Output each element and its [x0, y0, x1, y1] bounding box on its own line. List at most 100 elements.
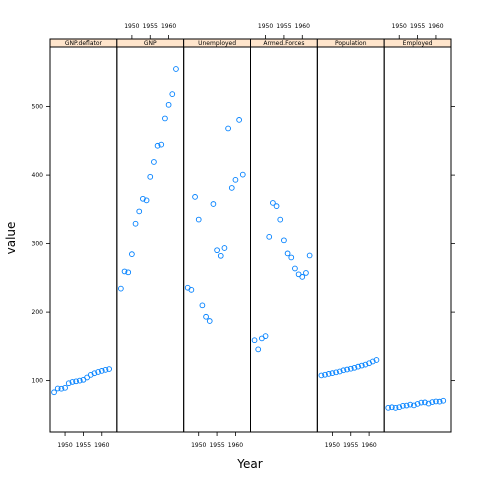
data-point	[125, 269, 132, 276]
data-point	[281, 237, 287, 244]
data-point	[69, 379, 76, 385]
data-point	[318, 372, 325, 379]
data-point	[436, 398, 443, 405]
x-tick-label: 1950	[57, 442, 72, 449]
data-point	[121, 268, 128, 275]
panel-gnp: GNP 1950 1955 1960	[116, 23, 185, 433]
data-point	[158, 141, 165, 148]
data-point	[306, 252, 313, 259]
data-point	[299, 274, 306, 280]
y-tick-label: 300	[32, 241, 44, 248]
strip-label: Armed.Forces	[263, 40, 304, 47]
data-point	[76, 377, 83, 384]
data-point	[62, 384, 68, 391]
panel-unemployed: Unemployed 1950 1955 1960	[183, 38, 252, 449]
data-point	[140, 195, 146, 202]
data-point	[325, 371, 332, 377]
data-point	[429, 399, 436, 405]
data-point	[214, 247, 220, 254]
data-point	[355, 363, 361, 370]
x-tick-label: 1955	[276, 23, 291, 30]
data-point	[292, 265, 298, 272]
data-point	[277, 216, 284, 223]
data-point	[169, 91, 176, 97]
x-tick-label: 1960	[295, 23, 310, 30]
data-point	[266, 233, 273, 240]
data-point	[340, 367, 347, 374]
data-point	[58, 385, 65, 392]
data-point	[255, 346, 262, 353]
data-point	[347, 365, 354, 372]
y-tick-label: 100	[32, 378, 44, 385]
data-point	[118, 285, 124, 292]
y-axis: 100 200 300 400 500	[32, 104, 455, 385]
strip-label: GNP.deflator	[65, 40, 103, 47]
y-tick-label: 500	[32, 104, 44, 111]
data-point	[98, 368, 105, 374]
x-tick-label: 1950	[191, 442, 206, 449]
data-point	[162, 115, 168, 122]
data-point	[65, 380, 72, 387]
data-point	[91, 370, 98, 377]
x-tick-label: 1955	[76, 442, 91, 449]
data-point	[73, 378, 79, 385]
data-point	[344, 366, 350, 373]
data-point	[236, 117, 242, 123]
data-point	[95, 369, 101, 375]
data-point	[154, 142, 161, 149]
data-point	[206, 318, 213, 324]
panel-employed: Employed 1950 1955 1960	[383, 23, 452, 433]
data-point	[217, 252, 224, 259]
x-tick-label: 1955	[209, 442, 224, 449]
x-tick-label: 1960	[361, 442, 376, 449]
x-tick-label: 1960	[428, 23, 443, 30]
x-tick-label: 1955	[410, 23, 425, 30]
panel-gnp-deflator: GNP.deflator 1950 1955 1960	[49, 38, 118, 449]
panel-frame	[250, 46, 318, 433]
data-point	[422, 399, 428, 406]
data-point	[385, 404, 392, 411]
data-point	[418, 399, 425, 406]
data-point	[143, 197, 150, 204]
data-point	[129, 251, 135, 258]
x-tick-label: 1960	[228, 442, 243, 449]
data-point	[425, 400, 432, 407]
data-point	[295, 271, 302, 278]
data-point	[195, 216, 202, 223]
x-tick-label: 1960	[94, 442, 109, 449]
x-tick-label: 1955	[343, 442, 358, 449]
data-point	[284, 250, 291, 257]
strip-label: GNP	[144, 40, 157, 47]
data-point	[192, 194, 198, 200]
data-point	[273, 203, 280, 209]
x-tick-label: 1955	[143, 23, 158, 30]
data-point	[136, 208, 143, 215]
data-point	[232, 176, 239, 183]
data-point	[433, 398, 439, 405]
x-tick-label: 1960	[161, 23, 176, 30]
panel-frame	[49, 46, 118, 433]
data-point	[132, 220, 139, 227]
data-point	[84, 374, 90, 381]
data-point	[102, 367, 109, 373]
panel-frame	[116, 46, 185, 433]
x-tick-label: 1950	[392, 23, 407, 30]
data-point	[239, 171, 246, 178]
data-point	[392, 405, 399, 411]
data-point	[251, 337, 258, 344]
data-point	[336, 368, 343, 375]
strip-label: Population	[335, 40, 367, 47]
panel-armed-forces: Armed.Forces 1950 1955 1960	[250, 23, 318, 433]
y-tick-label: 200	[32, 309, 44, 316]
y-axis-title: value	[4, 222, 18, 255]
data-point	[407, 401, 414, 408]
data-point	[54, 385, 61, 392]
data-point	[400, 402, 406, 409]
data-point	[440, 397, 447, 404]
strip-label: Employed	[403, 40, 433, 47]
data-point	[373, 357, 380, 363]
data-point	[358, 362, 365, 369]
data-point	[262, 333, 269, 339]
data-point	[228, 185, 235, 191]
strip-label: Unemployed	[198, 40, 236, 47]
